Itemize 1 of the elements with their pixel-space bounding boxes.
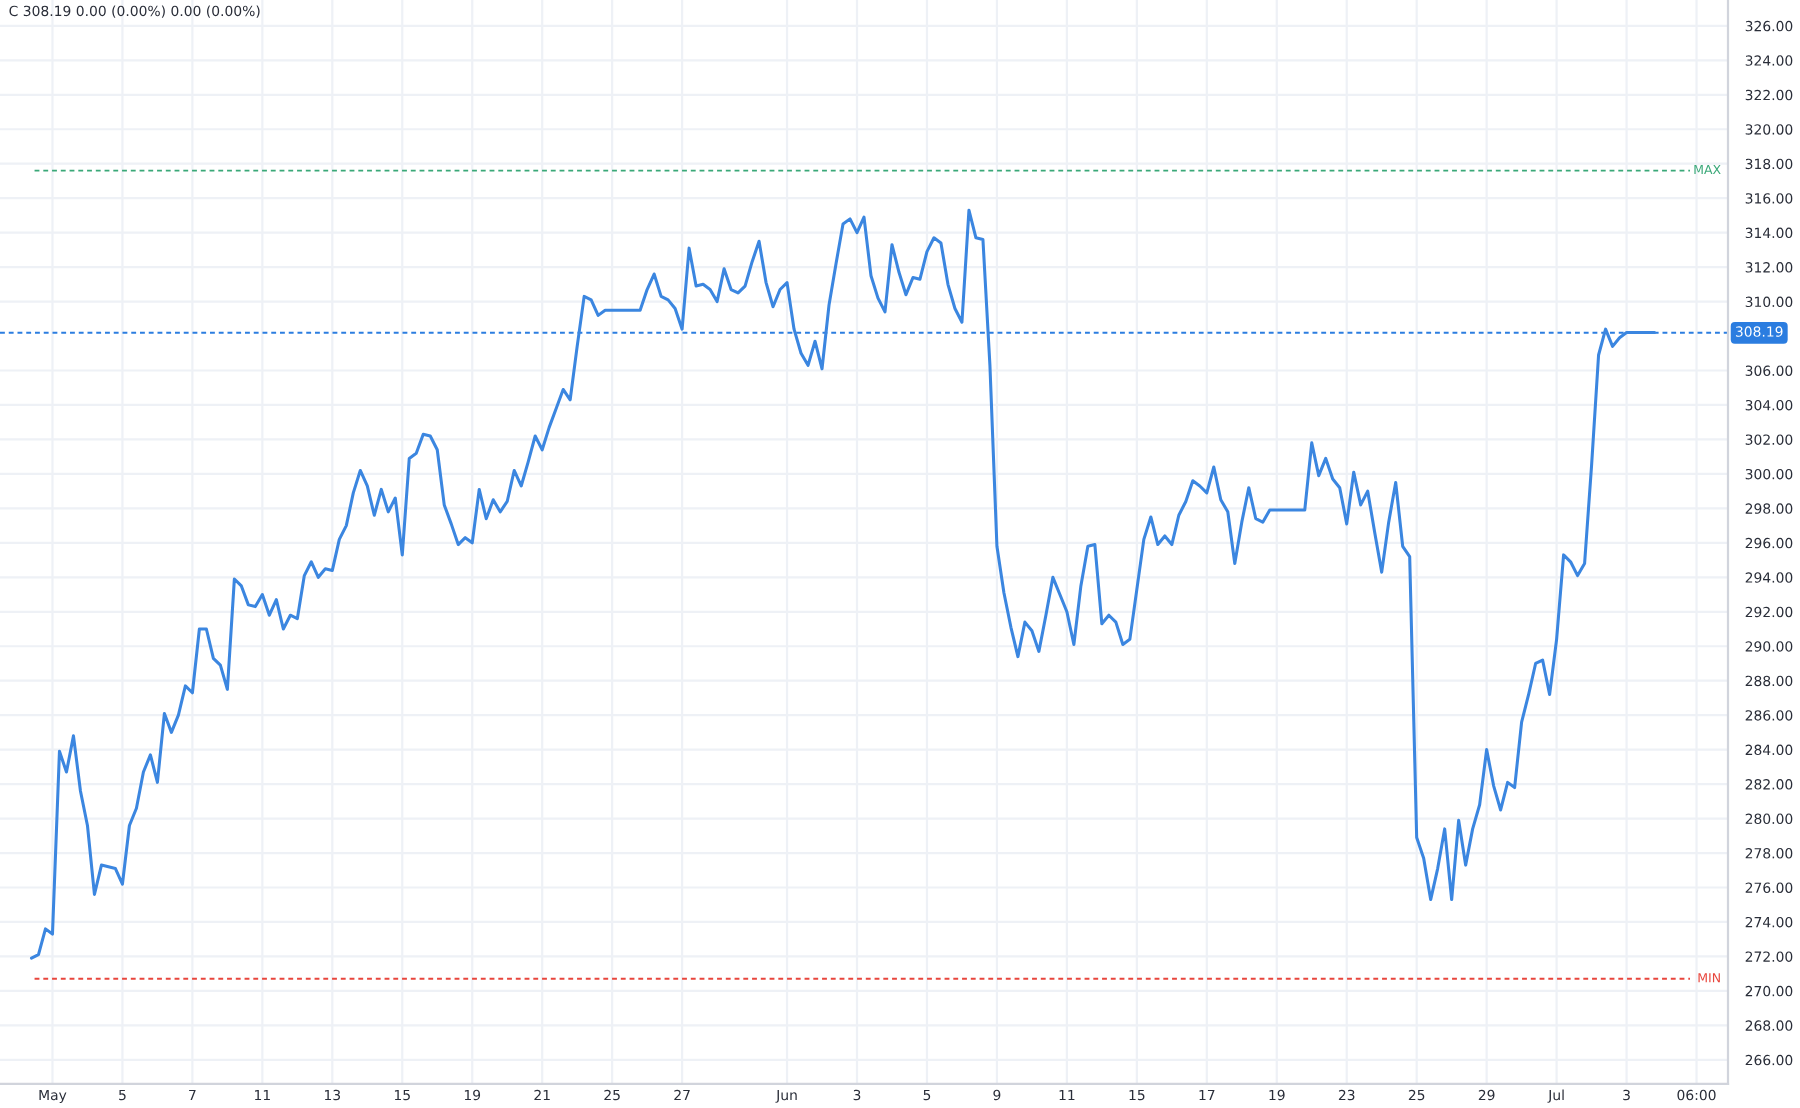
line-series: [29, 208, 1657, 960]
